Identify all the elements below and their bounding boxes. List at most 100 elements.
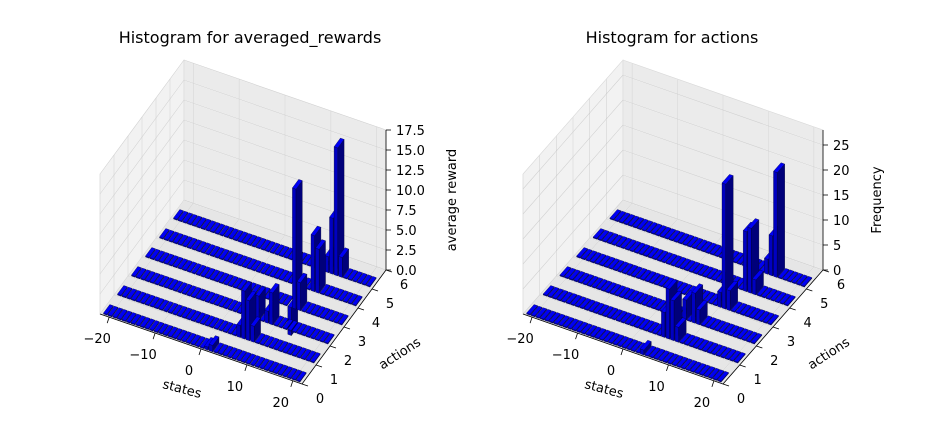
bar-state--13-action-0 xyxy=(139,316,151,329)
bar-state--9-action-0 xyxy=(158,323,169,335)
bar-state--4-action-3 xyxy=(223,274,234,286)
y-tick-label: 1 xyxy=(330,373,338,388)
z-tick-label: 25 xyxy=(833,139,850,154)
bar-state-8-action-0 xyxy=(236,350,247,362)
bar-state-20-action-1 xyxy=(305,350,316,363)
bar-state-15-action-3 xyxy=(739,304,752,317)
bar-state--14-action-0 xyxy=(135,315,146,327)
bar-state-9-action-2 xyxy=(695,299,708,326)
bar-state-19-action-0 xyxy=(286,367,298,380)
bar-state-19-action-4 xyxy=(342,291,354,304)
bar-state--10-action-1 xyxy=(167,302,179,315)
bar-state--17-action-0 xyxy=(121,310,133,323)
bar-state--16-action-5 xyxy=(632,217,645,229)
bar-state-4-action-4 xyxy=(273,268,285,280)
bar-state--16-action-1 xyxy=(565,293,578,305)
bar-state-2-action-0 xyxy=(208,335,220,353)
bar-state-18-action-1 xyxy=(296,347,307,359)
bar-state--15-action-1 xyxy=(570,294,582,307)
y-tick-mark xyxy=(329,345,337,349)
bar-state--12-action-1 xyxy=(158,299,169,312)
bar-state-20-action-4 xyxy=(347,293,358,306)
z-tick-label: 10.0 xyxy=(396,184,425,199)
bar-state--15-action-1 xyxy=(144,294,156,307)
bar-state-2-action-1 xyxy=(647,321,660,334)
bar-state-2-action-4 xyxy=(264,264,276,277)
bar-state--11-action-4 xyxy=(638,244,651,256)
bar-state-3-action-4 xyxy=(701,266,714,278)
bar-state-19-action-1 xyxy=(724,348,737,361)
bar-state-14-action-3 xyxy=(735,302,748,315)
bar-state--10-action-0 xyxy=(153,321,165,334)
bar-state--15-action-3 xyxy=(172,256,184,269)
bar-state--11-action-1 xyxy=(163,301,174,313)
bar-state--19-action-3 xyxy=(154,250,165,263)
bar-state--8-action-1 xyxy=(601,305,614,318)
bar-state--2-action-4 xyxy=(679,258,692,270)
x-tick-mark xyxy=(666,364,669,372)
bar-state--1-action-0 xyxy=(617,336,629,348)
bar-state--14-action-2 xyxy=(163,277,174,289)
y-tick-mark xyxy=(315,364,323,368)
bar-state--17-action-0 xyxy=(544,310,557,323)
bar-state-20-action-5 xyxy=(361,274,372,287)
bar-state--17-action-4 xyxy=(177,234,189,247)
y-tick-label: 5 xyxy=(820,297,828,312)
bar-state--6-action-1 xyxy=(611,309,623,321)
bar-state--11-action-3 xyxy=(621,263,634,275)
bar-state-10-action-1 xyxy=(259,334,270,347)
bar-state-19-action-1 xyxy=(300,348,312,361)
bar-state--3-action-5 xyxy=(255,237,267,250)
bar-state--4-action-1 xyxy=(195,312,206,324)
bar-state--9-action-5 xyxy=(664,228,676,240)
bar-state--14-action-4 xyxy=(191,239,202,251)
bar-state-16-action-1 xyxy=(287,344,298,356)
bar-state--7-action-3 xyxy=(209,269,220,282)
bar-state-1-action-1 xyxy=(642,320,655,332)
gridline xyxy=(99,119,185,235)
bar-state-2-action-4 xyxy=(697,264,710,277)
gridline xyxy=(183,139,387,211)
bar-state-16-action-0 xyxy=(273,363,284,375)
gridline xyxy=(99,199,185,315)
bar-state-16-action-4 xyxy=(329,287,340,299)
bar-state--6-action-3 xyxy=(644,271,657,283)
bar-state--7-action-0 xyxy=(167,326,178,339)
y-tick-mark xyxy=(343,326,351,330)
bar-state--8-action-0 xyxy=(162,324,174,337)
bar-state-11-action-1 xyxy=(264,336,275,348)
bar-state--15-action-4 xyxy=(620,237,632,250)
x-tick-mark xyxy=(711,380,715,387)
bar-state-18-action-3 xyxy=(753,309,766,321)
bar-state-17-action-2 xyxy=(305,326,317,339)
bar-state--10-action-2 xyxy=(181,283,193,296)
bar-state--11-action-0 xyxy=(571,320,584,332)
bar-state--4-action-5 xyxy=(686,236,699,248)
bar-state-10-action-2 xyxy=(273,315,284,328)
bar-state--21-action-2 xyxy=(131,266,142,278)
bar-state--4-action-0 xyxy=(603,331,616,343)
bar-state--2-action-0 xyxy=(190,334,201,347)
bar-state-20-action-4 xyxy=(779,293,792,305)
bar-state--20-action-1 xyxy=(547,286,560,299)
bar-state--10-action-4 xyxy=(209,245,221,258)
y-tick-label: 0 xyxy=(316,392,324,407)
bar-state--7-action-4 xyxy=(223,250,234,263)
bar-state--19-action-1 xyxy=(551,288,564,300)
bar-state--12-action-1 xyxy=(583,299,596,312)
bar-state--3-action-1 xyxy=(199,313,211,326)
bar-state-21-action-5 xyxy=(800,276,813,288)
bar-state--20-action-3 xyxy=(580,248,593,261)
bar-state--7-action-1 xyxy=(606,307,619,320)
bar-state-0-action-5 xyxy=(704,242,717,255)
bar-state-2-action-3 xyxy=(680,283,693,296)
y-tick-mark xyxy=(772,326,780,330)
bar-state-15-action-5 xyxy=(338,247,349,279)
bar-state-21-action-2 xyxy=(750,333,763,345)
bar-state-12-action-1 xyxy=(692,337,705,350)
bar-state--5-action-0 xyxy=(598,329,611,342)
bar-state--12-action-4 xyxy=(633,242,646,255)
bar-state--8-action-1 xyxy=(176,305,188,318)
bar-state-0-action-4 xyxy=(255,261,267,274)
bar-state--17-action-2 xyxy=(577,272,590,285)
